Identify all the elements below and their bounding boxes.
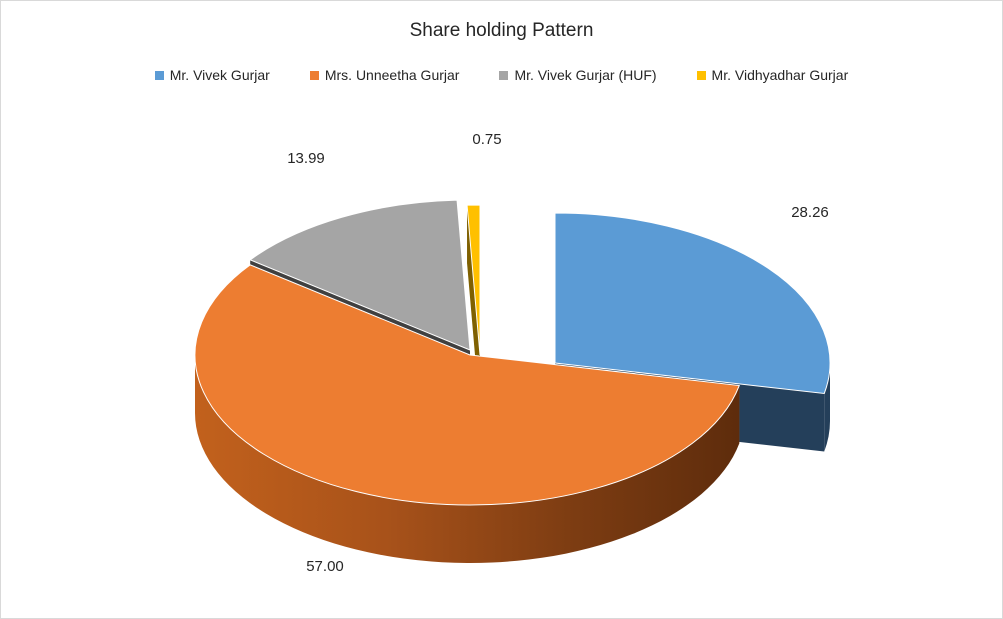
chart-legend: Mr. Vivek Gurjar Mrs. Unneetha Gurjar Mr…: [0, 67, 1003, 83]
data-label-vivek: 28.26: [791, 204, 829, 221]
legend-label-vivek-huf: Mr. Vivek Gurjar (HUF): [514, 67, 657, 83]
legend-swatch-vivek-huf: [499, 70, 509, 80]
legend-swatch-unneetha: [309, 70, 319, 80]
data-label-vidhyadhar: 0.75: [472, 131, 501, 148]
data-label-vivek-huf: 13.99: [287, 150, 325, 167]
legend-item-unneetha: Mrs. Unneetha Gurjar: [309, 67, 460, 83]
chart-title: Share holding Pattern: [409, 20, 594, 41]
legend-item-vidhyadhar: Mr. Vidhyadhar Gurjar: [696, 67, 849, 83]
legend-label-vivek: Mr. Vivek Gurjar: [169, 67, 270, 83]
pie-slice-unneetha: [194, 264, 740, 564]
pie-slices: [194, 199, 831, 564]
pie-data-labels: 28.26 57.00 13.99 0.75: [287, 131, 829, 575]
legend-item-vivek-huf: Mr. Vivek Gurjar (HUF): [499, 67, 657, 83]
legend-swatch-vidhyadhar: [696, 70, 706, 80]
legend-label-unneetha: Mrs. Unneetha Gurjar: [324, 67, 460, 83]
legend-item-vivek: Mr. Vivek Gurjar: [154, 67, 270, 83]
data-label-unneetha: 57.00: [306, 558, 344, 575]
legend-label-vidhyadhar: Mr. Vidhyadhar Gurjar: [711, 67, 849, 83]
legend-swatch-vivek: [154, 70, 164, 80]
